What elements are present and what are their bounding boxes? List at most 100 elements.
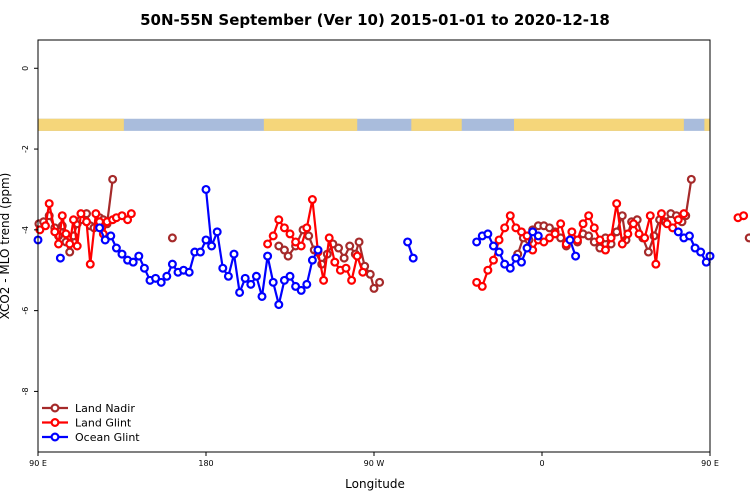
data-point-ocean-glint	[522, 243, 532, 253]
y-tick-label: -4	[21, 226, 30, 234]
data-point-ocean-glint	[313, 245, 323, 255]
data-point-land-glint	[347, 275, 357, 285]
data-point-land-glint	[645, 211, 655, 221]
data-point-ocean-glint	[296, 285, 306, 295]
series-layer	[33, 174, 750, 310]
data-point-ocean-glint	[229, 249, 239, 259]
data-point-land-glint	[319, 275, 329, 285]
x-tick-label: 90 W	[364, 459, 385, 468]
data-point-ocean-glint	[302, 279, 312, 289]
data-point-land-glint	[330, 257, 340, 267]
data-point-land-glint	[505, 211, 515, 221]
x-tick-label: 90 E	[701, 459, 719, 468]
data-point-ocean-glint	[684, 231, 694, 241]
data-point-land-nadir	[304, 231, 314, 241]
data-point-ocean-glint	[263, 251, 273, 261]
x-axis-ticks: 90 E 180 90 W 0 90 E	[29, 452, 719, 468]
data-point-land-glint	[628, 219, 638, 229]
data-point-land-glint	[123, 215, 133, 225]
data-point-land-glint	[668, 223, 678, 233]
data-point-ocean-glint	[488, 241, 498, 251]
data-point-land-glint	[488, 255, 498, 265]
data-point-ocean-glint	[565, 235, 575, 245]
data-point-land-glint	[673, 215, 683, 225]
legend-item-ocean-glint: Ocean Glint	[42, 431, 140, 444]
data-point-ocean-glint	[162, 271, 172, 281]
data-point-ocean-glint	[505, 263, 515, 273]
data-point-land-nadir	[108, 174, 118, 184]
data-point-ocean-glint	[483, 229, 493, 239]
data-point-ocean-glint	[95, 223, 105, 233]
data-point-ocean-glint	[285, 271, 295, 281]
data-point-land-glint	[352, 251, 362, 261]
legend-item-land-nadir: Land Nadir	[42, 402, 135, 415]
data-point-ocean-glint	[207, 241, 217, 251]
data-point-land-glint	[584, 211, 594, 221]
data-point-land-glint	[82, 217, 92, 227]
data-point-ocean-glint	[212, 227, 222, 237]
land-band-segment	[411, 118, 462, 131]
data-point-ocean-glint	[690, 243, 700, 253]
data-point-land-nadir	[334, 243, 344, 253]
data-point-land-glint	[606, 233, 616, 243]
data-point-land-glint	[589, 223, 599, 233]
data-point-ocean-glint	[472, 237, 482, 247]
data-point-ocean-glint	[673, 227, 683, 237]
data-point-ocean-glint	[533, 231, 543, 241]
data-point-land-glint	[679, 209, 689, 219]
data-point-ocean-glint	[291, 281, 301, 291]
chart-title: 50N-55N September (Ver 10) 2015-01-01 to…	[140, 11, 610, 29]
data-point-land-glint	[296, 241, 306, 251]
data-point-land-glint	[617, 239, 627, 249]
data-point-land-nadir	[612, 227, 622, 237]
data-point-land-glint	[567, 227, 577, 237]
data-point-land-glint	[651, 259, 661, 269]
data-point-ocean-glint	[571, 251, 581, 261]
data-point-ocean-glint	[55, 253, 65, 263]
data-point-ocean-glint	[516, 257, 526, 267]
data-point-land-nadir	[643, 247, 653, 257]
x-tick-label: 0	[539, 459, 544, 468]
data-point-land-nadir	[354, 237, 364, 247]
data-point-land-glint	[268, 231, 278, 241]
data-point-land-glint	[494, 235, 504, 245]
data-point-land-glint	[307, 195, 317, 205]
data-point-land-nadir	[283, 251, 293, 261]
data-point-land-nadir	[279, 245, 289, 255]
data-point-ocean-glint	[528, 227, 538, 237]
land-band-segment	[38, 118, 124, 131]
legend-label: Land Nadir	[75, 402, 135, 415]
data-point-land-nadir	[544, 223, 554, 233]
data-point-ocean-glint	[696, 247, 706, 257]
data-point-ocean-glint	[128, 257, 138, 267]
data-point-land-glint	[500, 223, 510, 233]
data-point-land-glint	[600, 245, 610, 255]
data-point-land-glint	[263, 239, 273, 249]
data-point-land-nadir	[686, 174, 696, 184]
data-point-land-glint	[279, 223, 289, 233]
data-point-ocean-glint	[408, 253, 418, 263]
data-point-ocean-glint	[246, 279, 256, 289]
data-point-land-nadir	[339, 253, 349, 263]
data-point-ocean-glint	[257, 291, 267, 301]
data-point-ocean-glint	[223, 271, 233, 281]
legend-marker	[50, 418, 60, 428]
data-point-ocean-glint	[156, 277, 166, 287]
data-point-land-glint	[44, 199, 54, 209]
y-axis-ticks: 0 -2 -4 -6 -8	[21, 66, 38, 395]
data-point-ocean-glint	[218, 263, 228, 273]
data-point-ocean-glint	[195, 247, 205, 257]
y-tick-label: -8	[21, 387, 30, 395]
data-point-land-glint	[291, 237, 301, 247]
data-point-land-glint	[612, 199, 622, 209]
data-point-land-glint	[57, 211, 67, 221]
data-point-ocean-glint	[240, 273, 250, 283]
y-tick-label: -2	[21, 145, 30, 153]
data-point-land-glint	[358, 267, 368, 277]
data-point-land-glint	[72, 241, 82, 251]
data-point-ocean-glint	[106, 231, 116, 241]
data-point-land-glint	[50, 227, 60, 237]
data-point-land-glint	[739, 211, 749, 221]
land-ocean-mask-band	[38, 118, 710, 131]
